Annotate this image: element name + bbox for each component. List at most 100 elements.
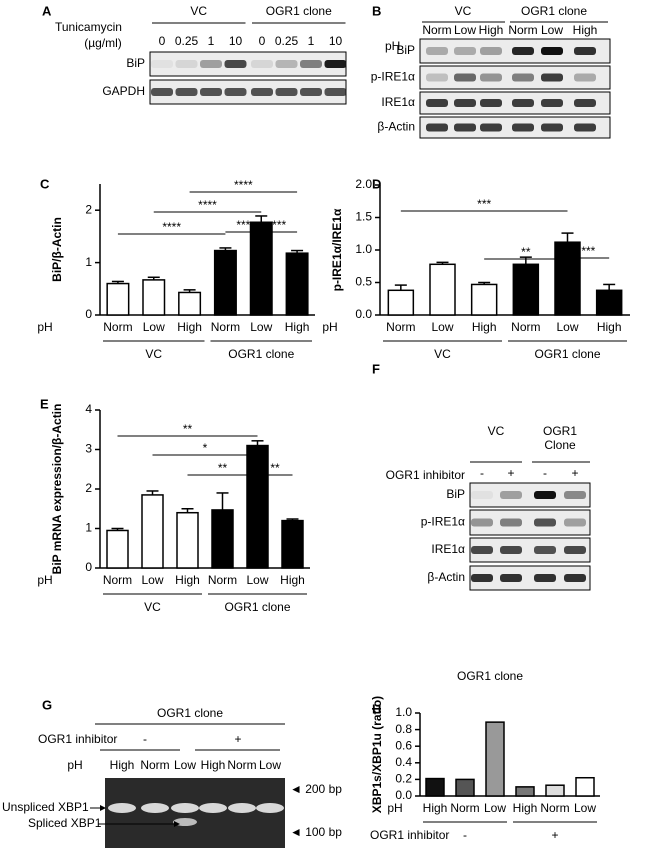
lane-label: +	[507, 466, 514, 480]
lane-label: Low	[541, 23, 563, 37]
blot-b-band	[454, 73, 476, 82]
group-label: VC	[145, 347, 162, 361]
blot-a-band	[151, 88, 173, 96]
blot-b-band	[454, 99, 476, 107]
blot-f-band	[564, 546, 586, 554]
lane-label: 0.25	[175, 34, 199, 48]
x-tick-label: High	[280, 573, 305, 587]
row-label: BiP	[446, 487, 465, 501]
blot-b-band	[480, 73, 502, 82]
group-label: VC	[455, 4, 472, 18]
significance-label: ***	[272, 218, 286, 232]
marker-label: ◄ 200 bp	[290, 782, 342, 796]
x-tick-label: High	[472, 320, 497, 334]
significance-label: ***	[236, 218, 250, 232]
bar	[512, 263, 540, 316]
panel-label: A	[42, 3, 52, 18]
y-tick-label: 0.8	[395, 722, 412, 736]
bar	[595, 289, 623, 316]
blot-b-band	[454, 123, 476, 132]
bar	[249, 221, 273, 316]
y-tick-label: 1.0	[395, 705, 412, 719]
blot-b-band	[541, 47, 563, 55]
bar	[429, 263, 456, 316]
blot-f-band	[500, 574, 522, 582]
y-tick-label: 0.6	[395, 738, 412, 752]
significance-label: ***	[581, 244, 595, 258]
y-axis-label: p-IRE1α/IRE1α	[330, 208, 344, 291]
y-tick-label: 1	[85, 255, 92, 269]
x-tick-label: Low	[250, 320, 272, 334]
x-tick-label: Low	[141, 573, 163, 587]
significance-label: *	[203, 441, 208, 455]
y-axis-label: XBP1s/XBP1u (ratio)	[370, 696, 384, 813]
bar	[425, 777, 445, 797]
group-label: VC	[144, 600, 161, 614]
group-label: OGR1	[543, 424, 577, 438]
x-tick-label: Norm	[540, 801, 569, 815]
unit-label: (µg/ml)	[84, 36, 122, 50]
significance-label: ****	[198, 198, 217, 212]
blot-f-band	[500, 491, 522, 499]
lane-label: Norm	[140, 758, 169, 772]
blot-f-band	[534, 518, 556, 527]
panel-label: G	[42, 697, 52, 712]
group-label: -	[463, 828, 467, 842]
blot-f-band	[534, 546, 556, 554]
blot-a-band	[324, 88, 347, 96]
y-tick-label: 0.2	[395, 772, 412, 786]
blot-b-band	[541, 123, 563, 132]
row-label: IRE1α	[431, 542, 465, 556]
bar	[141, 494, 164, 569]
lane-label: High	[479, 23, 504, 37]
lane-label: Low	[259, 758, 281, 772]
blot-a-band	[275, 88, 298, 96]
blot-f-band	[471, 574, 493, 582]
y-axis-label: BiP/β-Actin	[50, 217, 64, 282]
group-label: OGR1 clone	[228, 347, 294, 361]
significance-label: **	[183, 422, 193, 436]
bar	[455, 778, 475, 797]
row-label: BiP	[126, 56, 145, 70]
y-tick-label: 2.0	[355, 177, 372, 191]
x-tick-label: Low	[246, 573, 268, 587]
lane-label: Norm	[227, 758, 256, 772]
y-tick-label: 3	[85, 442, 92, 456]
bar	[485, 721, 505, 797]
lane-label: -	[480, 466, 484, 480]
bar	[515, 786, 535, 797]
blot-b-band	[512, 47, 534, 55]
blot-a-band	[275, 60, 298, 68]
x-tick-label: Low	[574, 801, 596, 815]
panel-label: B	[372, 3, 381, 18]
x-tick-label: Norm	[450, 801, 479, 815]
row-label: p-IRE1α	[421, 515, 465, 529]
condition-label: pH	[67, 758, 82, 772]
blot-b-band	[541, 99, 563, 107]
x-tick-label: Norm	[103, 320, 132, 334]
x-tick-label: High	[513, 801, 538, 815]
x-tick-label: Low	[556, 320, 578, 334]
lane-label: Norm	[422, 23, 451, 37]
significance-label: ****	[234, 178, 253, 192]
blot-b-band	[454, 47, 476, 55]
blot-a-band	[251, 60, 273, 68]
gel-band	[228, 803, 256, 813]
blot-b-band	[426, 123, 448, 132]
group-label: +	[551, 828, 558, 842]
y-tick-label: 0.4	[395, 755, 412, 769]
x-tick-label: High	[175, 573, 200, 587]
blot-b-band	[574, 99, 596, 107]
blot-f-band	[500, 518, 522, 527]
row-label: β-Actin	[427, 570, 465, 584]
panel-label: H	[372, 701, 381, 716]
y-tick-label: 2	[85, 202, 92, 216]
y-tick-label: 1	[85, 521, 92, 535]
group-label: -	[143, 732, 147, 746]
blot-b-band	[574, 123, 596, 132]
blot-a-band	[300, 88, 322, 96]
y-tick-label: 0.0	[355, 307, 372, 321]
panel-label: F	[372, 361, 380, 376]
lane-label: -	[543, 466, 547, 480]
blot-b-band	[512, 73, 534, 82]
